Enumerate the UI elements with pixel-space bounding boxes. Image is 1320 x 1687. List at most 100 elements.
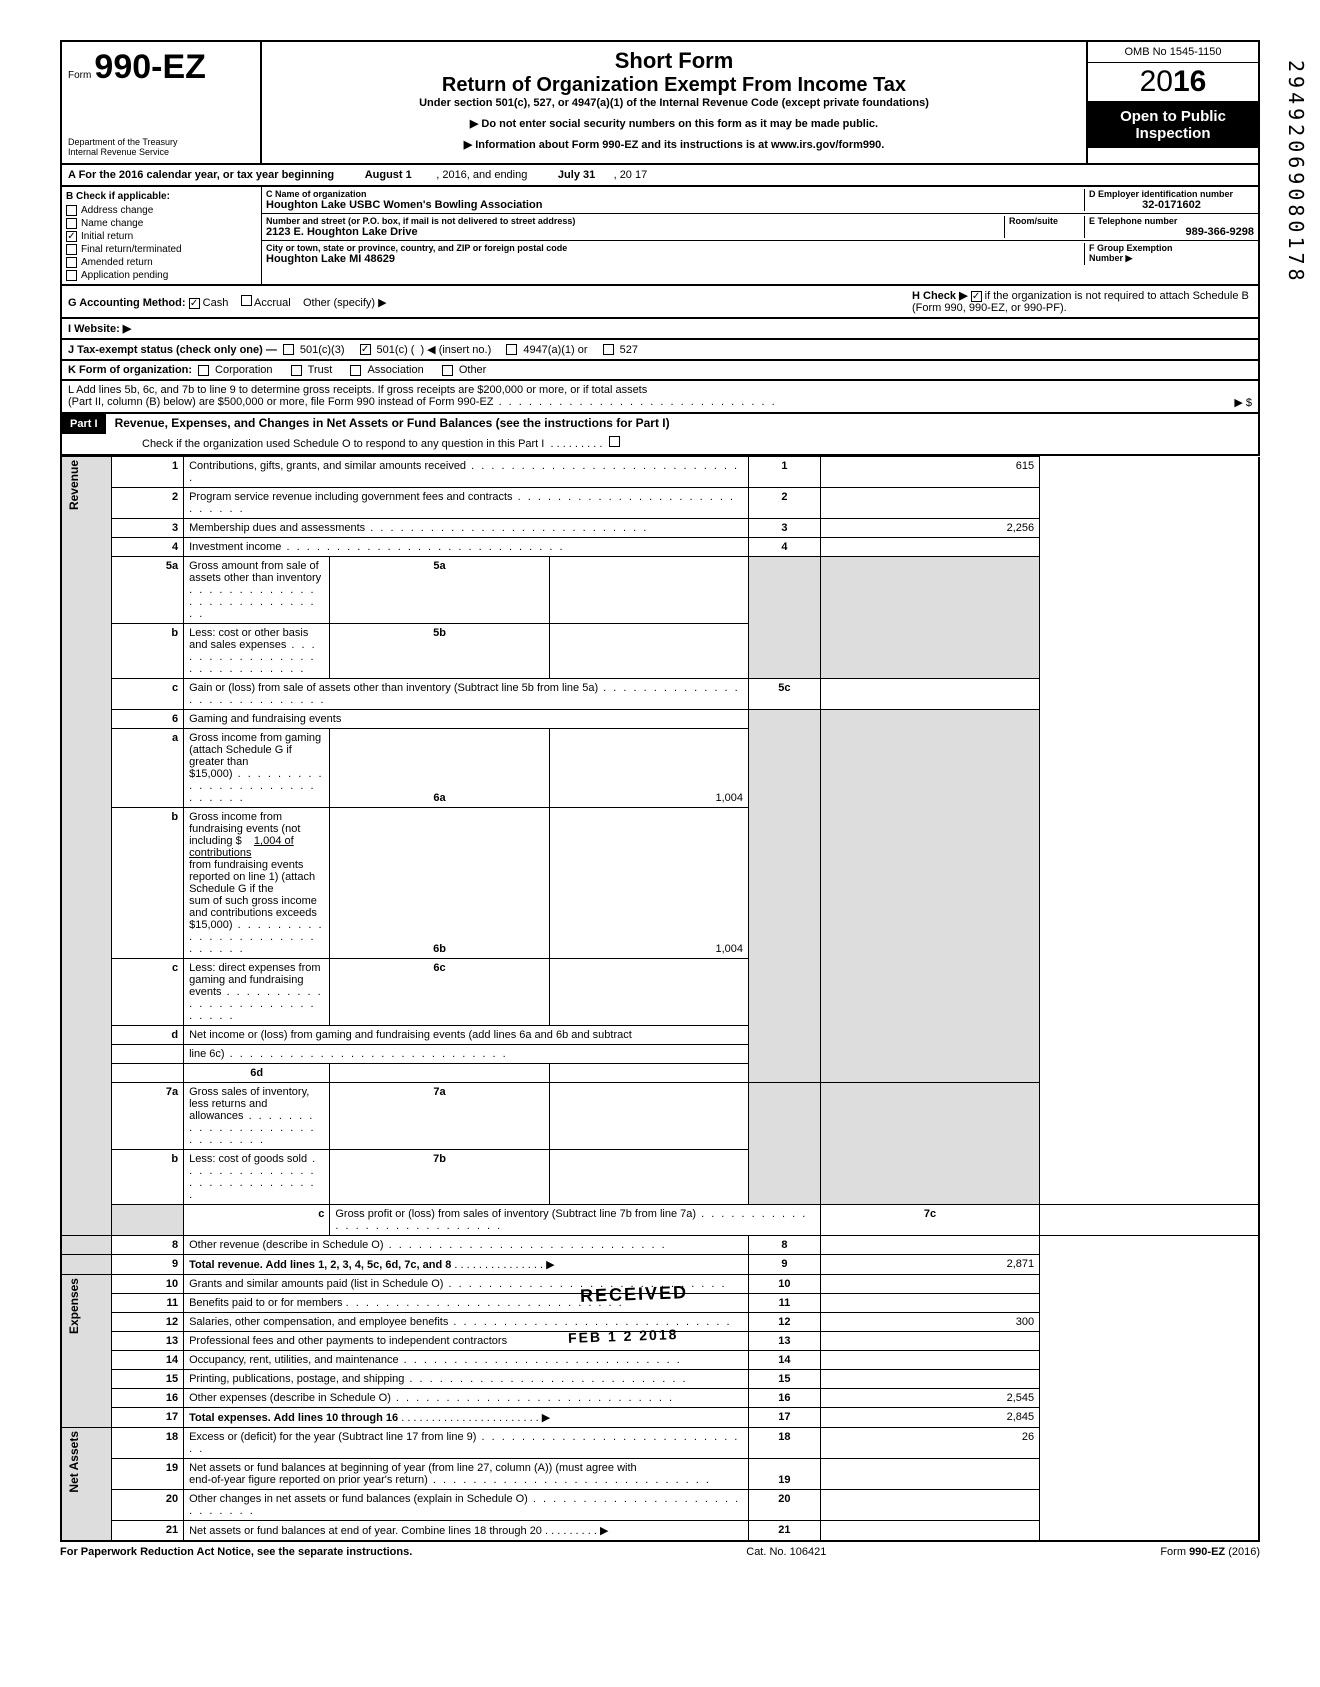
part-1-sub-text: Check if the organization used Schedule … bbox=[142, 438, 544, 450]
l-line-2: (Part II, column (B) below) are $500,000… bbox=[68, 396, 1234, 409]
line-13-val bbox=[820, 1332, 1039, 1351]
line-6c-desc: Less: direct expenses from gaming and fu… bbox=[184, 959, 330, 1026]
k-assoc-checkbox[interactable] bbox=[350, 365, 361, 376]
line-16: 16Other expenses (describe in Schedule O… bbox=[61, 1389, 1259, 1408]
j-527: 527 bbox=[620, 344, 638, 356]
j-501c3: 501(c)(3) bbox=[300, 344, 345, 356]
line-4-desc: Investment income bbox=[184, 538, 749, 557]
line-16-val: 2,545 bbox=[820, 1389, 1039, 1408]
line-6b-val: 1,004 bbox=[549, 808, 748, 959]
dept-line-1: Department of the Treasury bbox=[68, 137, 254, 147]
line-6b-desc-2: from fundraising events reported on line… bbox=[189, 859, 315, 895]
line-21-desc: Net assets or fund balances at end of ye… bbox=[189, 1525, 542, 1537]
k-trust: Trust bbox=[308, 364, 333, 376]
line-7b: bLess: cost of goods sold 7b bbox=[61, 1150, 1259, 1205]
k-corp: Corporation bbox=[215, 364, 272, 376]
line-21-val bbox=[820, 1521, 1039, 1542]
k-other-checkbox[interactable] bbox=[442, 365, 453, 376]
revenue-section-label: Revenue bbox=[67, 460, 81, 510]
line-1-desc: Contributions, gifts, grants, and simila… bbox=[184, 457, 749, 488]
accrual-checkbox[interactable] bbox=[241, 295, 252, 306]
line-7b-desc: Less: cost of goods sold bbox=[184, 1150, 330, 1205]
line-6: 6Gaming and fundraising events bbox=[61, 710, 1259, 729]
line-20-desc: Other changes in net assets or fund bala… bbox=[184, 1490, 749, 1521]
j-4947-checkbox[interactable] bbox=[506, 344, 517, 355]
line-6d-final: 6d bbox=[61, 1064, 1259, 1083]
line-3-desc: Membership dues and assessments bbox=[184, 519, 749, 538]
footer-left: For Paperwork Reduction Act Notice, see … bbox=[60, 1546, 412, 1558]
h-label: H Check ▶ bbox=[912, 290, 968, 302]
form-left: Form 990-EZ Department of the Treasury I… bbox=[62, 42, 262, 163]
part-1-schedule-o-checkbox[interactable] bbox=[609, 436, 620, 447]
j-label: J Tax-exempt status (check only one) — bbox=[68, 344, 277, 356]
row-k: K Form of organization: Corporation Trus… bbox=[60, 361, 1260, 381]
page-footer: For Paperwork Reduction Act Notice, see … bbox=[60, 1542, 1260, 1562]
line-4: 4Investment income 4 bbox=[61, 538, 1259, 557]
part-1-title: Revenue, Expenses, and Changes in Net As… bbox=[109, 412, 676, 434]
k-corp-checkbox[interactable] bbox=[198, 365, 209, 376]
line-5c-desc: Gain or (loss) from sale of assets other… bbox=[184, 679, 749, 710]
line-7a-row: 7aGross sales of inventory, less returns… bbox=[61, 1083, 1259, 1150]
line-17-desc: Total expenses. Add lines 10 through 16 bbox=[189, 1412, 398, 1424]
line-15: 15Printing, publications, postage, and s… bbox=[61, 1370, 1259, 1389]
form-number: 990-EZ bbox=[94, 48, 206, 86]
k-other: Other bbox=[459, 364, 487, 376]
j-527-checkbox[interactable] bbox=[603, 344, 614, 355]
line-8-desc: Other revenue (describe in Schedule O) bbox=[184, 1236, 749, 1255]
line-9-desc: Total revenue. Add lines 1, 2, 3, 4, 5c,… bbox=[189, 1259, 451, 1271]
line-6-desc: Gaming and fundraising events bbox=[184, 710, 749, 729]
received-stamp: RECEIVED bbox=[580, 1282, 689, 1307]
row-l: L Add lines 5b, 6c, and 7b to line 9 to … bbox=[60, 381, 1260, 414]
line-12-val: 300 bbox=[820, 1313, 1039, 1332]
j-501c3-checkbox[interactable] bbox=[283, 344, 294, 355]
line-18-desc: Excess or (deficit) for the year (Subtra… bbox=[184, 1428, 749, 1459]
line-9: 9Total revenue. Add lines 1, 2, 3, 4, 5c… bbox=[61, 1255, 1259, 1275]
line-21: 21Net assets or fund balances at end of … bbox=[61, 1521, 1259, 1542]
line-17-val: 2,845 bbox=[820, 1408, 1039, 1428]
line-5c-val bbox=[820, 679, 1039, 710]
line-2-desc: Program service revenue including govern… bbox=[184, 488, 749, 519]
lines-table: Revenue 1Contributions, gifts, grants, a… bbox=[60, 456, 1260, 1542]
line-2-val bbox=[820, 488, 1039, 519]
line-15-desc: Printing, publications, postage, and shi… bbox=[184, 1370, 749, 1389]
line-6d-desc-2: line 6c) bbox=[184, 1045, 749, 1064]
footer-right: Form 990-EZ (2016) bbox=[1160, 1546, 1260, 1558]
accrual-label: Accrual bbox=[254, 297, 291, 309]
line-6d-top: d Net income or (loss) from gaming and f… bbox=[61, 1026, 1259, 1045]
line-3: 3Membership dues and assessments 32,256 bbox=[61, 519, 1259, 538]
line-19-desc-2: end-of-year figure reported on prior yea… bbox=[189, 1474, 711, 1486]
dept-block: Department of the Treasury Internal Reve… bbox=[68, 137, 254, 157]
k-assoc: Association bbox=[367, 364, 423, 376]
j-insert: ) ◀ (insert no.) bbox=[420, 343, 491, 356]
k-label: K Form of organization: bbox=[68, 364, 192, 376]
line-20-val bbox=[820, 1490, 1039, 1521]
footer-mid: Cat. No. 106421 bbox=[746, 1546, 826, 1558]
part-1-label: Part I bbox=[62, 414, 106, 434]
line-6a-desc-1: Gross income from gaming (attach Schedul… bbox=[189, 732, 321, 768]
j-501c-checkbox[interactable]: ✓ bbox=[360, 344, 371, 355]
line-16-desc: Other expenses (describe in Schedule O) bbox=[184, 1389, 749, 1408]
line-9-val: 2,871 bbox=[820, 1255, 1039, 1275]
line-17: 17Total expenses. Add lines 10 through 1… bbox=[61, 1408, 1259, 1428]
line-5a: 5aGross amount from sale of assets other… bbox=[61, 557, 1259, 624]
line-6d-desc-1: Net income or (loss) from gaming and fun… bbox=[189, 1029, 632, 1041]
h-checkbox[interactable]: ✓ bbox=[971, 291, 982, 302]
line-15-val bbox=[820, 1370, 1039, 1389]
line-11: 11 Benefits paid to or for members RECEI… bbox=[61, 1294, 1259, 1313]
line-3-val: 2,256 bbox=[820, 519, 1039, 538]
i-label: I Website: ▶ bbox=[68, 322, 131, 335]
line-11-val bbox=[820, 1294, 1039, 1313]
line-14: 14Occupancy, rent, utilities, and mainte… bbox=[61, 1351, 1259, 1370]
other-label: Other (specify) ▶ bbox=[303, 297, 387, 309]
cash-checkbox[interactable]: ✓ bbox=[189, 298, 200, 309]
line-1: Revenue 1Contributions, gifts, grants, a… bbox=[61, 457, 1259, 488]
line-10-val bbox=[820, 1275, 1039, 1294]
k-trust-checkbox[interactable] bbox=[291, 365, 302, 376]
line-5b-desc: Less: cost or other basis and sales expe… bbox=[184, 624, 330, 679]
l-arrow: ▶ $ bbox=[1234, 396, 1252, 409]
feb12-stamp: FEB 1 2 2018 bbox=[567, 1326, 678, 1346]
line-20: 20Other changes in net assets or fund ba… bbox=[61, 1490, 1259, 1521]
line-5a-desc: Gross amount from sale of assets other t… bbox=[184, 557, 330, 624]
line-18-val: 26 bbox=[820, 1428, 1039, 1459]
line-18: Net Assets 18Excess or (deficit) for the… bbox=[61, 1428, 1259, 1459]
